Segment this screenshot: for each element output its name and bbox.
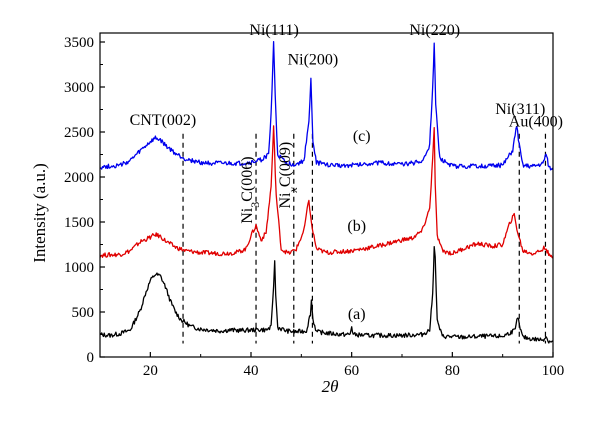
rotated-peak-label: Ni3C(006) [239,156,262,223]
peak-label: Ni(200) [288,52,339,69]
x-tick-label: 100 [542,363,565,379]
peak-label: Ni(311) [495,101,545,118]
x-tick-label: 20 [143,363,158,379]
series-line-c [99,41,554,171]
peak-label: (b) [347,218,366,235]
peak-label: (c) [353,128,371,145]
peak-label: Ni(111) [249,22,298,39]
series-line-b [99,125,554,259]
rotated-peak-label: NixC(009) [277,142,300,209]
y-tick-label: 3500 [64,35,94,51]
peak-label: (a) [348,306,366,323]
series-group [99,41,554,344]
annotations: Ni(111) Ni(200) Ni(220) CNT(002) Ni(311)Au(4… [130,22,563,323]
series-line-a [99,245,554,344]
x-tick-label: 80 [445,363,460,379]
y-tick-label: 1000 [64,260,94,276]
peak-label: CNT(002) [130,112,197,129]
y-tick-label: 1500 [64,215,94,231]
x-tick-label: 40 [244,363,259,379]
y-tick-label: 2500 [64,125,94,141]
y-axis-title: Intensity (a.u.) [30,163,49,263]
y-tick-label: 3000 [64,80,94,96]
x-axis-title: 2θ [322,377,339,396]
y-tick-label: 0 [87,350,95,366]
peak-label: Au(400) [509,114,563,131]
x-tick-label: 60 [344,363,359,379]
y-tick-label: 2000 [64,170,94,186]
plot-frame [99,32,554,358]
y-tick-label: 500 [72,305,95,321]
peak-label: Ni(220) [409,22,460,39]
